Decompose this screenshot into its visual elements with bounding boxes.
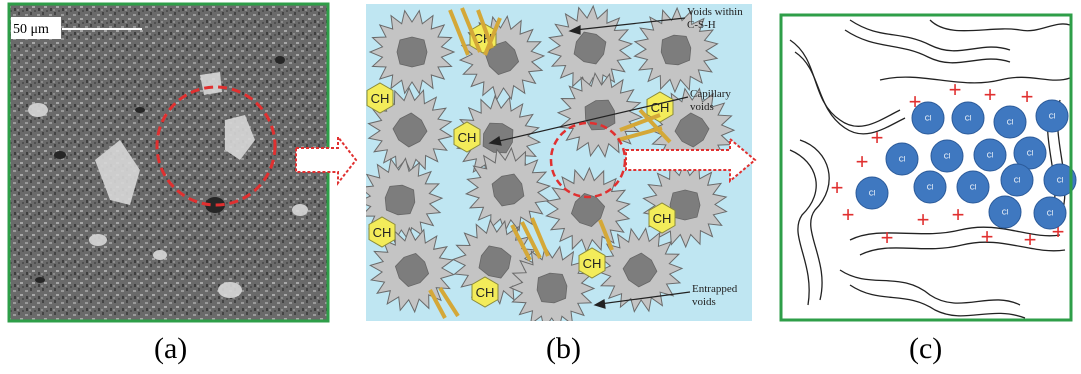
- chloride-ion: Cl: [993, 105, 1027, 139]
- chloride-ion: Cl: [1043, 163, 1077, 197]
- chloride-label: Cl: [869, 191, 876, 198]
- chloride-label: Cl: [927, 185, 934, 192]
- positive-charge: +: [952, 202, 965, 227]
- chloride-ion: Cl: [956, 170, 990, 204]
- cement-grain: [596, 227, 684, 313]
- cement-grain: [633, 6, 719, 94]
- cement-grain: [546, 4, 634, 92]
- label-capillary-voids-line1: Capillary: [690, 88, 731, 100]
- positive-charge: +: [984, 82, 997, 107]
- ch-label: CH: [373, 225, 392, 240]
- ch-crystal: CH: [578, 247, 606, 279]
- chloride-ion: Cl: [1033, 196, 1067, 230]
- scale-bar-label: 50 μm: [13, 22, 49, 37]
- ch-label: CH: [653, 211, 672, 226]
- chloride-ion: Cl: [911, 101, 945, 135]
- cement-grain: [556, 72, 644, 158]
- positive-charges: +++++++++++++++: [831, 77, 1065, 252]
- ch-label: CH: [651, 100, 670, 115]
- chloride-label: Cl: [1007, 120, 1014, 127]
- chloride-label: Cl: [944, 154, 951, 161]
- chloride-ion: Cl: [913, 170, 947, 204]
- positive-charge: +: [981, 224, 994, 249]
- chloride-ion: Cl: [1035, 99, 1069, 133]
- needle-crystals: [428, 7, 672, 319]
- cement-grain: [368, 9, 456, 95]
- ch-label: CH: [583, 256, 602, 271]
- ch-crystal: CH: [366, 82, 394, 114]
- ch-label: CH: [371, 91, 390, 106]
- ch-crystal: CH: [648, 202, 676, 234]
- positive-charge: +: [917, 207, 930, 232]
- cement-grain: [369, 226, 455, 314]
- chloride-label: Cl: [1002, 210, 1009, 217]
- ch-crystal: CH: [471, 276, 499, 308]
- chloride-ion: Cl: [855, 176, 889, 210]
- arrow-b-to-c: [625, 136, 757, 184]
- cement-grain: [508, 245, 596, 321]
- positive-charge: +: [949, 77, 962, 102]
- annotation-labels: Voids within C-S-H Capillary voids Entra…: [687, 6, 743, 308]
- chloride-ion: Cl: [930, 139, 964, 173]
- label-voids-within-csh-line1: Voids within: [687, 6, 743, 18]
- positive-charge: +: [1024, 227, 1037, 252]
- chloride-ions: Cl Cl Cl Cl Cl Cl Cl Cl Cl Cl Cl Cl Cl Cl Cl: [855, 99, 1077, 230]
- chloride-ion: Cl: [973, 138, 1007, 172]
- label-entrapped-voids-line1: Entrapped: [692, 283, 738, 295]
- chloride-label: Cl: [1027, 151, 1034, 158]
- positive-charge: +: [871, 125, 884, 150]
- caption-a: (a): [154, 332, 188, 365]
- ch-label: CH: [476, 285, 495, 300]
- caption-b: (b): [546, 332, 581, 365]
- positive-charge: +: [856, 149, 869, 174]
- chloride-label: Cl: [1057, 178, 1064, 185]
- chloride-label: Cl: [970, 185, 977, 192]
- cement-grain: [545, 166, 631, 254]
- chloride-label: Cl: [1049, 114, 1056, 121]
- positive-charge: +: [881, 225, 894, 250]
- cement-grain: [367, 86, 453, 174]
- ch-crystal: CH: [646, 91, 674, 123]
- chloride-label: Cl: [925, 116, 932, 123]
- ch-crystal: CH: [453, 121, 481, 153]
- cement-grain: [464, 146, 552, 234]
- chloride-ion: Cl: [1013, 136, 1047, 170]
- ch-crystal: CH: [368, 216, 396, 248]
- label-voids-within-csh-line2: C-S-H: [687, 19, 716, 31]
- ch-label: CH: [458, 130, 477, 145]
- label-capillary-voids-line2: voids: [690, 101, 714, 113]
- label-entrapped-voids-line2: voids: [692, 296, 716, 308]
- panel-a: 50 μm: [7, 2, 330, 323]
- arrow-a-to-b: [295, 134, 358, 186]
- sem-dark-pores: [35, 56, 285, 283]
- highlight-circle-a: [155, 85, 277, 207]
- caption-c: (c): [909, 332, 943, 365]
- scale-bar-bg: [11, 17, 61, 39]
- annotation-arrows: [488, 17, 691, 309]
- positive-charge: +: [831, 175, 844, 200]
- chloride-label: Cl: [1014, 178, 1021, 185]
- chloride-ion: Cl: [885, 142, 919, 176]
- chloride-label: Cl: [965, 116, 972, 123]
- chloride-ion: Cl: [988, 195, 1022, 229]
- panel-c: +++++++++++++++ ClClClClClClClClClClClCl…: [779, 13, 1077, 322]
- positive-charge: +: [842, 202, 855, 227]
- positive-charge: +: [1021, 84, 1034, 109]
- chloride-ion: Cl: [1000, 163, 1034, 197]
- chloride-label: Cl: [987, 153, 994, 160]
- chloride-ion: Cl: [951, 101, 985, 135]
- panel-c-frame: [779, 13, 1073, 322]
- chloride-label: Cl: [899, 157, 906, 164]
- chloride-label: Cl: [1047, 211, 1054, 218]
- sem-micrograph: [9, 4, 328, 321]
